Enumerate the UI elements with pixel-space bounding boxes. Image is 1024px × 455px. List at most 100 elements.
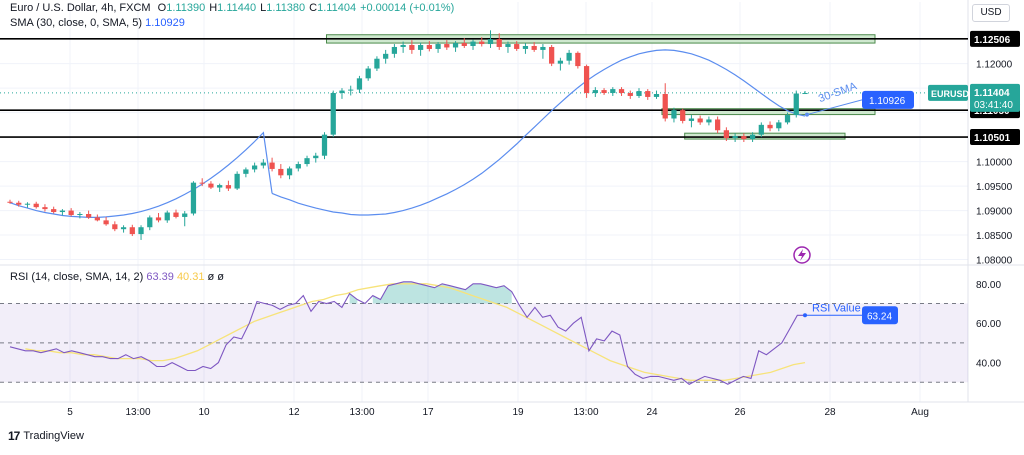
candle-body bbox=[452, 43, 459, 48]
candle-body bbox=[295, 164, 301, 169]
currency-button[interactable]: USD bbox=[972, 4, 1010, 22]
candle-body bbox=[356, 78, 363, 90]
key-level-label: 1.10501 bbox=[974, 133, 1011, 144]
candle-body bbox=[671, 110, 677, 119]
candle-body bbox=[86, 214, 92, 218]
symbol-title: Euro / U.S. Dollar, 4h, FXCM bbox=[10, 2, 151, 14]
tradingview-logo-icon: 17 bbox=[8, 429, 20, 443]
candle-body bbox=[417, 45, 424, 50]
candle-body bbox=[286, 168, 293, 176]
sma-value: 1.10929 bbox=[145, 17, 185, 29]
candle-body bbox=[749, 134, 756, 140]
time-tick-label: 19 bbox=[512, 407, 524, 418]
price-tick-label: 1.08000 bbox=[976, 256, 1013, 267]
rsi-value-badge-label: 63.24 bbox=[867, 311, 892, 322]
candle-body bbox=[470, 41, 476, 46]
candle-body bbox=[199, 182, 205, 184]
candle-body bbox=[706, 119, 712, 123]
candle-body bbox=[732, 136, 738, 139]
rsi-value-badge bbox=[862, 306, 898, 325]
sma-line bbox=[271, 49, 806, 216]
candle-body bbox=[103, 220, 109, 225]
ohlc-values: O1.11390 H1.11440 L1.11380 C1.11404 +0.00014… bbox=[154, 2, 455, 14]
symbol-badge-label: EURUSD bbox=[931, 89, 970, 99]
sma-line-early bbox=[9, 131, 273, 218]
sma-annotation-dot bbox=[805, 112, 809, 117]
candle-body bbox=[7, 201, 13, 203]
flash-icon bbox=[798, 249, 806, 261]
candle-body bbox=[173, 212, 179, 217]
sma-value-badge-label: 1.10926 bbox=[869, 96, 906, 107]
last-price-label: 1.11404 bbox=[974, 88, 1010, 99]
candle-body bbox=[776, 122, 782, 129]
brand-logo[interactable]: 17 TradingView bbox=[8, 429, 84, 443]
time-tick-label: 10 bbox=[198, 407, 210, 418]
candle-body bbox=[16, 202, 22, 205]
candle-body bbox=[784, 115, 791, 123]
candle-body bbox=[479, 41, 485, 45]
rsi-tick-label: 40.00 bbox=[976, 359, 1001, 370]
time-tick-label: 24 bbox=[646, 407, 658, 418]
candle-body bbox=[400, 45, 406, 47]
price-zone bbox=[661, 108, 876, 116]
candle-body bbox=[583, 66, 590, 94]
price-tick-label: 1.12000 bbox=[976, 60, 1013, 71]
flash-icon-ring bbox=[793, 246, 811, 264]
candle-body bbox=[461, 43, 467, 46]
ohlc-item: +0.00014 (+0.01%) bbox=[360, 2, 455, 14]
rsi-annotation-label: RSI Value bbox=[812, 302, 861, 314]
ohlc-item: H1.11440 bbox=[209, 2, 257, 14]
sma-value-badge bbox=[862, 90, 914, 109]
time-tick-label: 13:00 bbox=[573, 407, 598, 418]
candle-body bbox=[618, 89, 625, 94]
candle-body bbox=[348, 89, 354, 91]
candle-body bbox=[313, 155, 319, 159]
symbol-header: Euro / U.S. Dollar, 4h, FXCM O1.11390 H1.… bbox=[10, 2, 454, 14]
candle-body bbox=[426, 45, 432, 49]
rsi-tick-label: 80.00 bbox=[976, 280, 1001, 291]
candle-body bbox=[767, 124, 773, 129]
candle-body bbox=[51, 209, 57, 213]
candle-body bbox=[723, 130, 729, 139]
sma-label: SMA (30, close, 0, SMA, 5) bbox=[10, 17, 143, 29]
ohlc-item: L1.11380 bbox=[260, 2, 306, 14]
candle-body bbox=[505, 44, 511, 47]
candle-body bbox=[155, 217, 162, 221]
time-tick-label: 5 bbox=[67, 407, 73, 418]
candle-body bbox=[662, 94, 668, 119]
candle-body bbox=[741, 136, 747, 140]
candle-body bbox=[225, 185, 232, 189]
last-price-badge bbox=[970, 83, 1020, 112]
candle-body bbox=[243, 169, 249, 174]
candle-body bbox=[540, 46, 546, 50]
time-tick-label: 12 bbox=[288, 407, 300, 418]
candle-body bbox=[339, 90, 345, 94]
candle-body bbox=[435, 44, 441, 49]
rsi-annotation-dot bbox=[803, 313, 807, 318]
candle-body bbox=[688, 118, 695, 121]
candle-body bbox=[391, 46, 398, 54]
candle-body bbox=[59, 210, 66, 213]
rsi-line bbox=[9, 281, 805, 385]
candle-body bbox=[409, 45, 415, 50]
candle-body bbox=[182, 213, 188, 217]
rsi-ma-value: 40.31 bbox=[176, 271, 205, 283]
candle-body bbox=[575, 52, 581, 67]
candle-body bbox=[147, 217, 153, 228]
sma-annotation-label: 30-SMA bbox=[817, 80, 859, 105]
candle-body bbox=[601, 90, 607, 94]
candle-body bbox=[129, 227, 135, 235]
candle-body bbox=[715, 119, 721, 131]
candle-body bbox=[549, 46, 555, 64]
candle-body bbox=[251, 165, 258, 170]
candle-body bbox=[514, 44, 520, 49]
candle-body bbox=[487, 39, 494, 45]
candle-body bbox=[321, 134, 328, 156]
rsi-extra: ø ø bbox=[207, 271, 225, 283]
candle-body bbox=[383, 53, 389, 59]
price-tick-label: 1.09500 bbox=[976, 182, 1013, 193]
symbol-badge bbox=[928, 84, 968, 101]
price-tick-label: 1.09000 bbox=[976, 207, 1013, 218]
candle-body bbox=[374, 58, 380, 69]
